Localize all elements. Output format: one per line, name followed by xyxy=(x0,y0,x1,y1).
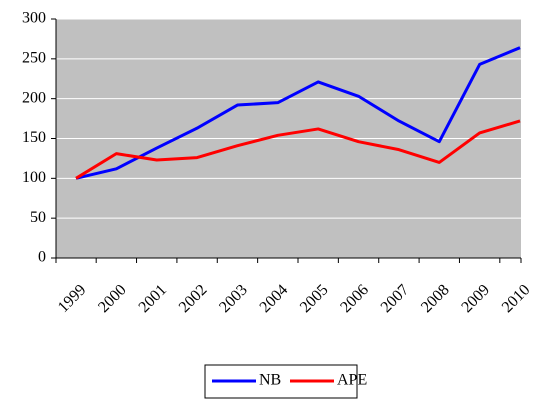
x-tick-label: 2008 xyxy=(418,281,453,316)
x-tick-label: 2000 xyxy=(95,281,130,316)
line-series xyxy=(75,119,521,180)
y-tick-label: 0 xyxy=(38,249,46,266)
y-tick-label: 200 xyxy=(22,89,46,106)
legend-label: NB xyxy=(259,372,281,389)
x-tick-label: 2004 xyxy=(257,281,292,316)
x-tick-label: 2002 xyxy=(176,281,211,316)
y-tick-label: 150 xyxy=(22,129,46,146)
x-tick-label: 2003 xyxy=(216,281,251,316)
y-tick-label: 50 xyxy=(30,209,46,226)
x-tick-label: 2007 xyxy=(378,281,413,316)
y-tick-label: 300 xyxy=(22,10,46,27)
x-tick-label: 2010 xyxy=(499,281,534,316)
x-tick-label: 2001 xyxy=(136,281,171,316)
y-tick-label: 250 xyxy=(22,50,46,67)
x-tick-label: 2009 xyxy=(458,281,493,316)
legend-label: APE xyxy=(337,372,367,389)
x-tick-label: 2006 xyxy=(337,281,372,316)
line-series xyxy=(75,46,521,180)
x-tick-label: 1999 xyxy=(55,281,90,316)
y-tick-label: 100 xyxy=(22,169,46,186)
x-tick-label: 2005 xyxy=(297,281,332,316)
